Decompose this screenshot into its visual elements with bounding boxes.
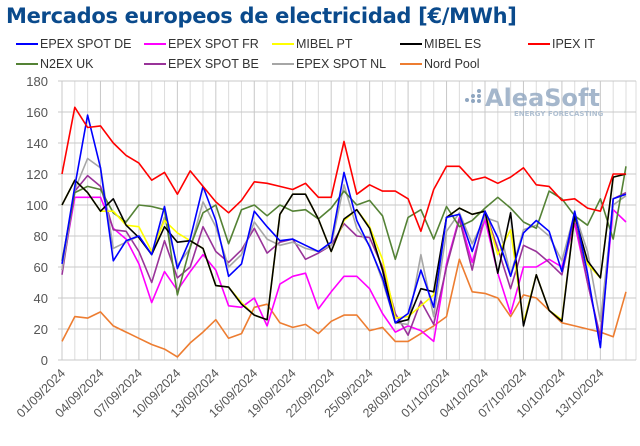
legend-label: Nord Pool (424, 57, 480, 71)
series-line-ipex-it (61, 106, 626, 233)
series-line-mibel-es (61, 173, 627, 327)
legend-item-epex-spot-be: EPEX SPOT BE (144, 57, 259, 71)
legend-label: N2EX UK (40, 57, 94, 71)
grid (58, 80, 637, 361)
legend-swatch (272, 43, 294, 45)
legend-swatch (144, 63, 166, 65)
y-tick-label: 20 (34, 322, 48, 337)
legend-item-epex-spot-fr: EPEX SPOT FR (144, 37, 259, 51)
watermark-tagline: ENERGY FORECASTING (514, 110, 604, 118)
legend-label: EPEX SPOT FR (168, 37, 259, 51)
legend-item-n2ex-uk: N2EX UK (16, 57, 94, 71)
legend-swatch (272, 63, 294, 65)
y-tick-label: 60 (34, 260, 48, 275)
series-line-epex-spot-fr (61, 196, 627, 343)
series-line-epex-spot-be (61, 174, 627, 338)
legend: EPEX SPOT DE EPEX SPOT FR MIBEL PT MIBEL… (16, 37, 636, 77)
watermark-brand: AleaSoft (485, 84, 600, 112)
y-tick-label: 40 (34, 291, 48, 306)
series-lines (61, 106, 627, 358)
legend-swatch (400, 63, 422, 65)
legend-item-mibel-es: MIBEL ES (400, 37, 481, 51)
series-line-n2ex-uk (61, 166, 627, 296)
chart-title: Mercados europeos de electricidad [€/MWh… (6, 4, 517, 28)
x-axis: 01/09/202404/09/202407/09/202410/09/2024… (14, 366, 607, 420)
legend-item-mibel-pt: MIBEL PT (272, 37, 353, 51)
y-tick-label: 120 (26, 167, 48, 182)
legend-item-nord-pool: Nord Pool (400, 57, 480, 71)
legend-label: EPEX SPOT BE (168, 57, 259, 71)
legend-swatch (528, 43, 550, 45)
legend-swatch (16, 43, 38, 45)
legend-label: IPEX IT (552, 37, 596, 51)
y-tick-label: 140 (26, 136, 48, 151)
y-tick-label: 160 (26, 105, 48, 120)
series-line-epex-spot-de (61, 114, 627, 349)
y-tick-label: 0 (41, 353, 48, 368)
legend-swatch (400, 43, 422, 45)
watermark: AleaSoft ENERGY FORECASTING (465, 84, 604, 118)
legend-label: MIBEL ES (424, 37, 482, 51)
legend-label: EPEX SPOT DE (40, 37, 132, 51)
legend-swatch (16, 63, 38, 65)
y-axis: 0 20 40 60 80 100 120 140 160 180 (26, 74, 48, 368)
aleasoft-logo-icon (465, 89, 481, 103)
series-line-nord-pool (61, 258, 627, 358)
legend-label: EPEX SPOT NL (296, 57, 387, 71)
legend-item-ipex-it: IPEX IT (528, 37, 595, 51)
y-tick-label: 100 (26, 198, 48, 213)
legend-label: MIBEL PT (296, 37, 353, 51)
y-tick-label: 180 (26, 74, 48, 89)
legend-item-epex-spot-de: EPEX SPOT DE (16, 37, 131, 51)
y-tick-label: 80 (34, 229, 48, 244)
legend-item-epex-spot-nl: EPEX SPOT NL (272, 57, 386, 71)
legend-swatch (144, 43, 166, 45)
